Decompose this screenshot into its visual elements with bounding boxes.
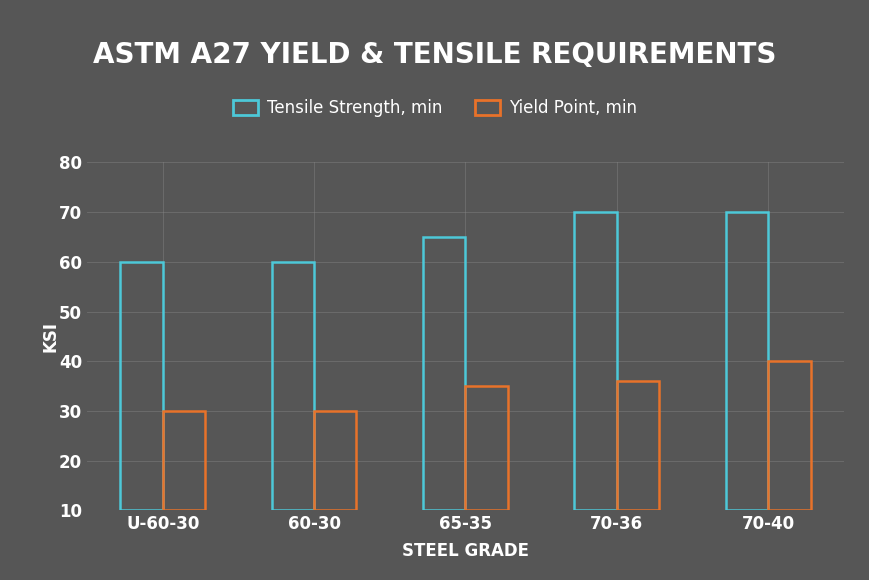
Legend: Tensile Strength, min, Yield Point, min: Tensile Strength, min, Yield Point, min <box>227 92 642 124</box>
Y-axis label: KSI: KSI <box>42 321 60 352</box>
Bar <box>767 361 810 510</box>
Bar <box>163 411 205 510</box>
Bar <box>314 411 356 510</box>
Bar <box>574 212 616 510</box>
Bar <box>465 386 507 510</box>
Bar <box>422 237 465 510</box>
Text: ASTM A27 YIELD & TENSILE REQUIREMENTS: ASTM A27 YIELD & TENSILE REQUIREMENTS <box>93 41 776 68</box>
Bar <box>725 212 767 510</box>
Bar <box>120 262 163 510</box>
Bar <box>616 381 659 510</box>
Bar <box>271 262 314 510</box>
X-axis label: STEEL GRADE: STEEL GRADE <box>401 542 528 560</box>
